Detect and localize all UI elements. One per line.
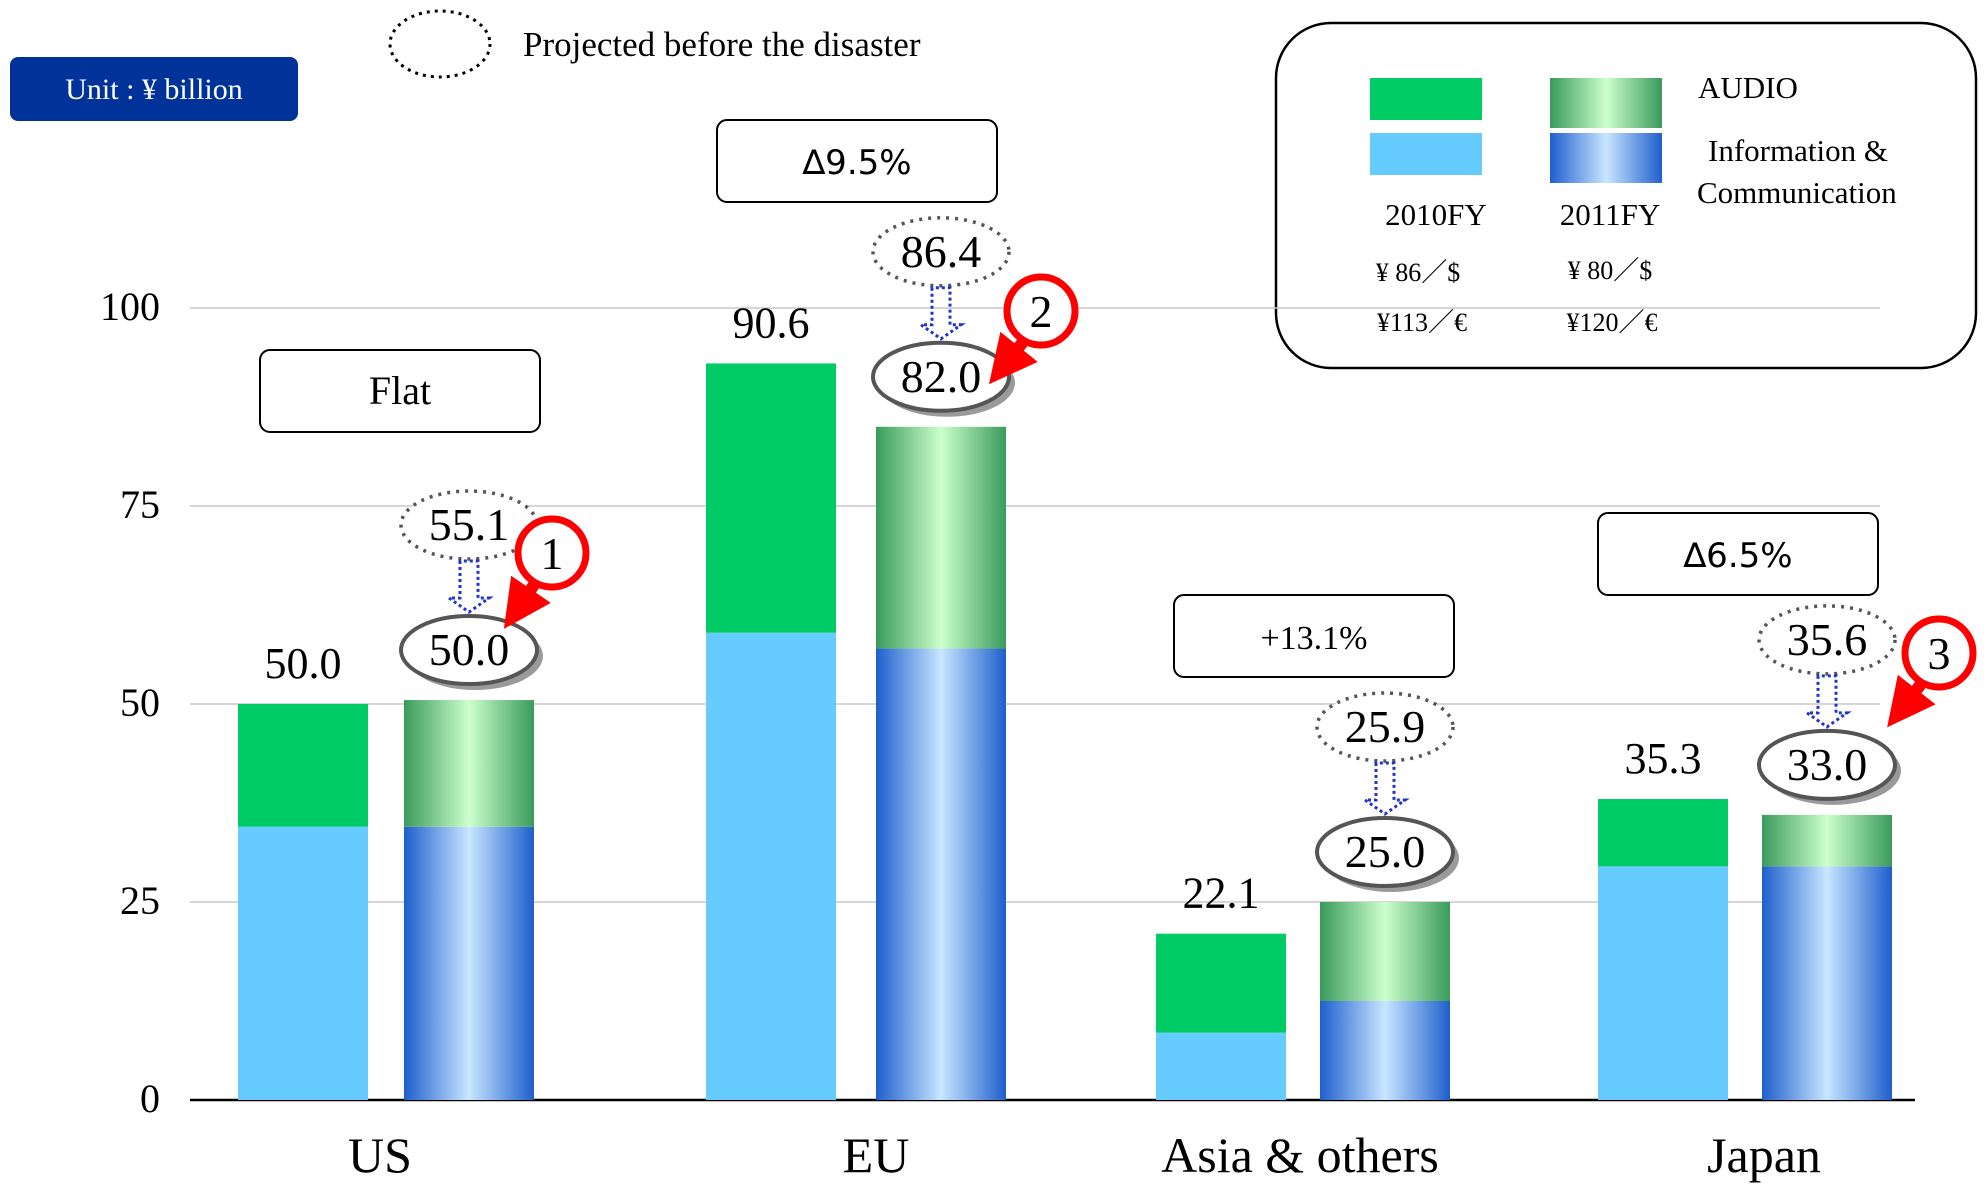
bar-2010-info [1156,1032,1286,1100]
bar-2010-audio [706,363,836,633]
legend-rate-usd-2010: ¥ 86／$ [1376,258,1461,287]
unit-badge: Unit : ¥ billion [10,57,298,121]
dotted-ellipse-icon [388,9,492,79]
bar-2011-info [876,648,1006,1100]
category-label: Japan [1707,1127,1821,1183]
y-tick-label: 50 [120,680,160,725]
bar-2011-audio [1320,902,1450,1001]
legend-fy2011: 2011FY [1560,197,1660,232]
projected-label-2011: 86.4 [901,226,982,277]
marker-number: 1 [541,528,564,579]
bar-2011-info [1320,1001,1450,1100]
projection-arrow-icon [1802,674,1852,729]
projected-label-ellipse [871,216,1011,288]
projection-legend: Projected before the disaster [388,9,921,79]
change-label: ∆9.5% [801,143,911,183]
change-box [1597,512,1879,596]
bar-2010-info [1598,866,1728,1100]
change-label: +13.1% [1261,620,1368,657]
y-tick-label: 25 [120,878,160,923]
legend-swatch-audio-2011 [1550,78,1662,128]
category-label: Asia & others [1161,1127,1439,1183]
marker-circle-icon [1003,273,1079,349]
y-tick-label: 0 [140,1076,160,1121]
actual-label-ellipse [1315,816,1455,888]
marker-number: 2 [1030,286,1053,337]
actual-label-2011: 50.0 [429,624,510,675]
total-label-2010: 90.6 [733,298,810,347]
legend-swatch-audio-2010 [1370,78,1482,120]
legend-audio-label: AUDIO [1698,70,1798,105]
projection-arrow-icon [444,559,494,614]
projected-label-2011: 55.1 [429,499,510,550]
legend-rate-eur-2011: ¥120／€ [1566,308,1657,337]
actual-label-ellipse [1757,728,1897,801]
legend-rate-usd-2011: ¥ 80／$ [1568,256,1653,285]
projection-arrow-icon [1360,761,1410,816]
projection-arrow-icon [916,286,966,341]
change-box [259,349,541,433]
plot-area: 0 25 50 75 100 50.0 50.0 55.1 Flat US 90.6 82.0 86.4… [100,119,1977,1183]
projected-label-2011: 35.6 [1787,614,1868,665]
legend-rate-eur-2010: ¥113／€ [1377,308,1467,337]
bar-2010-audio [1156,933,1286,1033]
projected-label-ellipse [1757,604,1897,676]
unit-label: Unit : ¥ billion [65,73,243,106]
bar-2011-info [404,826,534,1100]
marker-circle-icon [514,515,590,591]
actual-label-2011: 82.0 [901,351,982,402]
actual-label-2011: 25.0 [1345,826,1426,877]
bar-2010-audio [1598,799,1728,867]
marker-circle-icon [1901,615,1977,691]
y-tick-label: 75 [120,482,160,527]
bar-2010-audio [238,704,368,827]
projected-label-2011: 25.9 [1345,701,1426,752]
bar-2011-audio [404,700,534,827]
total-label-2010: 50.0 [265,639,342,688]
actual-label-ellipse [399,614,539,687]
bar-2010-info [238,826,368,1100]
bar-2011-info [1762,866,1892,1100]
category-label: US [348,1127,412,1183]
marker-number: 3 [1928,628,1951,679]
bar-2011-audio [876,426,1006,649]
total-label-2010: 35.3 [1625,734,1702,783]
legend-swatch-info-2011 [1550,133,1662,183]
change-box [1173,594,1455,678]
total-label-2010: 22.1 [1183,869,1260,918]
category-label: EU [843,1127,910,1183]
y-tick-label: 100 [100,284,160,329]
bar-2010-info [706,632,836,1100]
legend-info-label-1: Information & [1708,133,1888,168]
legend-info-label-2: Communication [1697,175,1897,210]
legend: AUDIO Information & Communication 2010FY… [1274,21,1978,370]
projected-label-ellipse [1315,691,1455,763]
legend-swatch-info-2010 [1370,133,1482,175]
change-box [716,119,998,203]
change-label: ∆6.5% [1682,536,1792,576]
change-label: Flat [369,368,431,413]
legend-fy2010: 2010FY [1385,197,1487,232]
projection-legend-label: Projected before the disaster [523,25,921,64]
bar-2011-audio [1762,814,1892,867]
actual-label-2011: 33.0 [1787,739,1868,790]
